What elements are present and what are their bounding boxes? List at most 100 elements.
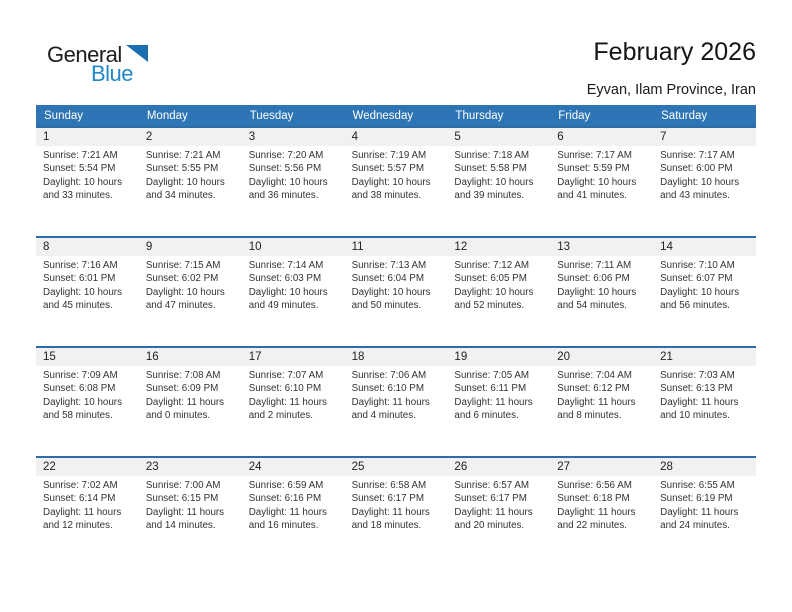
sunrise-text: Sunrise: 7:18 AM [454, 150, 530, 161]
day-cell: Sunrise: 7:07 AM Sunset: 6:10 PM Daylight:… [242, 366, 345, 423]
day-number: 2 [145, 131, 153, 143]
sunset-text: Sunset: 6:03 PM [248, 273, 322, 285]
day-number: 19 [454, 351, 468, 363]
sunset-text: Sunset: 5:57 PM [351, 163, 424, 175]
sunrise-text: Sunrise: 6:55 AM [660, 480, 735, 491]
day-number: 28 [660, 461, 673, 473]
sunrise-text: Sunrise: 7:21 AM [145, 150, 221, 161]
day-number-strip: 8 9 10 11 12 13 14 [36, 238, 756, 256]
week-cells: Sunrise: 7:16 AM Sunset: 6:01 PM Daylight:… [36, 256, 756, 313]
weekday-header-4: Thursday [455, 109, 504, 122]
sunrise-text: Sunrise: 7:21 AM [43, 150, 118, 161]
daylight-text: Daylight: 10 hours and 52 minutes. [454, 286, 534, 312]
daylight-text: Daylight: 10 hours and 49 minutes. [248, 286, 328, 312]
day-cell: Sunrise: 7:09 AM Sunset: 6:08 PM Daylight:… [36, 366, 139, 423]
sunrise-text: Sunrise: 7:07 AM [248, 370, 324, 381]
day-cell: Sunrise: 7:06 AM Sunset: 6:10 PM Daylight:… [345, 366, 448, 423]
logo-triangle-icon [126, 45, 148, 62]
sunrise-text: Sunrise: 7:19 AM [351, 150, 427, 161]
day-number: 8 [43, 241, 50, 253]
daylight-text: Daylight: 11 hours and 24 minutes. [660, 506, 739, 532]
sunset-text: Sunset: 6:10 PM [248, 383, 322, 395]
sunset-text: Sunset: 6:01 PM [43, 273, 116, 285]
daylight-text: Daylight: 11 hours and 16 minutes. [248, 506, 327, 532]
sunrise-text: Sunrise: 7:14 AM [248, 260, 324, 271]
day-cell: Sunrise: 7:02 AM Sunset: 6:14 PM Daylight:… [36, 476, 139, 533]
day-number: 21 [660, 351, 673, 363]
sunrise-text: Sunrise: 7:20 AM [248, 150, 324, 161]
daylight-text: Daylight: 11 hours and 6 minutes. [454, 396, 533, 422]
daylight-text: Daylight: 10 hours and 33 minutes. [43, 176, 122, 202]
daylight-text: Daylight: 10 hours and 41 minutes. [557, 176, 637, 202]
sunset-text: Sunset: 6:16 PM [248, 493, 322, 505]
day-number: 5 [454, 131, 461, 143]
day-cell: Sunrise: 7:15 AM Sunset: 6:02 PM Daylight:… [139, 256, 242, 313]
daylight-text: Daylight: 11 hours and 4 minutes. [351, 396, 430, 422]
general-blue-logo: General Blue [47, 40, 177, 90]
day-number: 17 [248, 351, 262, 363]
daylight-text: Daylight: 10 hours and 47 minutes. [145, 286, 225, 312]
daylight-text: Daylight: 10 hours and 56 minutes. [660, 286, 740, 312]
sunset-text: Sunset: 6:19 PM [660, 493, 733, 505]
sunrise-text: Sunrise: 6:57 AM [454, 480, 530, 491]
day-cell: Sunrise: 7:20 AM Sunset: 5:56 PM Daylight:… [242, 146, 345, 203]
sunrise-text: Sunrise: 7:06 AM [351, 370, 427, 381]
week-row: 8 9 10 11 12 13 14 Sunrise: 7:16 AM Sunset: 6:01… [36, 236, 756, 346]
sunset-text: Sunset: 6:09 PM [145, 383, 219, 395]
sunrise-text: Sunrise: 7:09 AM [43, 370, 118, 381]
daylight-text: Daylight: 10 hours and 45 minutes. [43, 286, 122, 312]
sunrise-text: Sunrise: 6:56 AM [557, 480, 632, 491]
daylight-text: Daylight: 11 hours and 22 minutes. [557, 506, 636, 532]
location-subtitle: Eyvan, Ilam Province, Iran [586, 81, 756, 98]
daylight-text: Daylight: 11 hours and 12 minutes. [43, 506, 122, 532]
daylight-text: Daylight: 10 hours and 39 minutes. [454, 176, 534, 202]
sunrise-text: Sunrise: 7:03 AM [660, 370, 735, 381]
day-cell: Sunrise: 6:59 AM Sunset: 6:16 PM Daylight:… [242, 476, 345, 533]
weekday-header-3: Wednesday [352, 109, 414, 122]
daylight-text: Daylight: 11 hours and 8 minutes. [557, 396, 636, 422]
daylight-text: Daylight: 11 hours and 18 minutes. [351, 506, 430, 532]
day-cell: Sunrise: 7:08 AM Sunset: 6:09 PM Daylight:… [139, 366, 242, 423]
sunrise-text: Sunrise: 7:12 AM [454, 260, 530, 271]
day-number: 7 [660, 131, 667, 143]
daylight-text: Daylight: 11 hours and 20 minutes. [454, 506, 533, 532]
day-number: 12 [454, 241, 468, 253]
sunrise-text: Sunrise: 7:17 AM [557, 150, 632, 161]
day-number: 27 [557, 461, 571, 473]
sunset-text: Sunset: 6:18 PM [557, 493, 630, 505]
calendar-weeks: 1 2 3 4 5 6 7 Sunrise: 7:21 AM Sunset: 5:54 PM Da… [36, 126, 756, 566]
sunset-text: Sunset: 5:54 PM [43, 163, 116, 175]
daylight-text: Daylight: 10 hours and 36 minutes. [248, 176, 328, 202]
daylight-text: Daylight: 11 hours and 2 minutes. [248, 396, 327, 422]
daylight-text: Daylight: 10 hours and 34 minutes. [145, 176, 225, 202]
day-number: 22 [43, 461, 56, 473]
sunset-text: Sunset: 6:00 PM [660, 163, 733, 175]
sunset-text: Sunset: 6:07 PM [660, 273, 733, 285]
sunset-text: Sunset: 6:17 PM [351, 493, 424, 505]
sunset-text: Sunset: 6:10 PM [351, 383, 424, 395]
day-number-strip: 22 23 24 25 26 27 28 [36, 458, 756, 476]
day-number: 1 [43, 131, 50, 143]
sunrise-text: Sunrise: 7:02 AM [43, 480, 118, 491]
sunrise-text: Sunrise: 7:11 AM [557, 260, 632, 271]
sunrise-text: Sunrise: 7:04 AM [557, 370, 632, 381]
day-number: 13 [557, 241, 571, 253]
sunset-text: Sunset: 6:08 PM [43, 383, 116, 395]
day-cell: Sunrise: 6:56 AM Sunset: 6:18 PM Daylight:… [550, 476, 653, 533]
sunrise-text: Sunrise: 6:59 AM [248, 480, 324, 491]
day-cell: Sunrise: 7:17 AM Sunset: 6:00 PM Daylight:… [653, 146, 756, 203]
sunset-text: Sunset: 6:12 PM [557, 383, 630, 395]
day-cell: Sunrise: 7:12 AM Sunset: 6:05 PM Daylight:… [447, 256, 550, 313]
weekday-header-6: Saturday [661, 109, 708, 122]
day-cell: Sunrise: 6:55 AM Sunset: 6:19 PM Daylight:… [653, 476, 756, 533]
day-cell: Sunrise: 6:58 AM Sunset: 6:17 PM Daylight:… [345, 476, 448, 533]
weekday-header-1: Monday [146, 109, 188, 122]
daylight-text: Daylight: 11 hours and 10 minutes. [660, 396, 739, 422]
sunrise-text: Sunrise: 7:17 AM [660, 150, 735, 161]
day-cell: Sunrise: 7:21 AM Sunset: 5:54 PM Daylight:… [36, 146, 139, 203]
daylight-text: Daylight: 11 hours and 14 minutes. [145, 506, 225, 532]
day-cell: Sunrise: 7:19 AM Sunset: 5:57 PM Daylight:… [345, 146, 448, 203]
sunset-text: Sunset: 6:15 PM [145, 493, 219, 505]
day-number: 3 [248, 131, 256, 143]
day-number: 6 [557, 131, 564, 143]
